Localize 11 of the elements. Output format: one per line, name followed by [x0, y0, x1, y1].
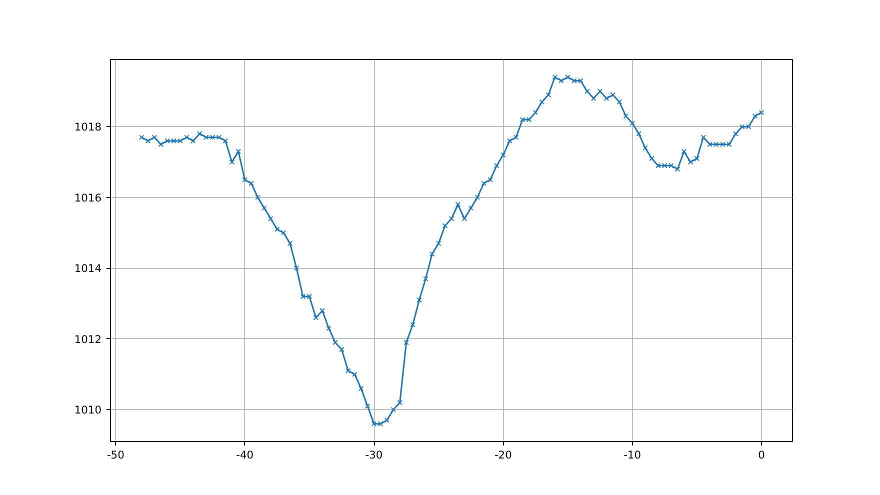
x-tick-label: -50 — [106, 448, 125, 462]
x-tick-label: 0 — [758, 448, 766, 462]
x-tick-label: -10 — [624, 448, 642, 462]
y-tick-label: 1018 — [74, 120, 102, 134]
y-tick-label: 1014 — [74, 262, 102, 276]
y-tick-label: 1012 — [74, 332, 102, 346]
x-tick-label: -30 — [365, 448, 383, 462]
y-tick-label: 1016 — [74, 191, 102, 204]
y-tick-label: 1010 — [74, 404, 102, 417]
x-tick-label: -20 — [494, 448, 512, 462]
x-tick-label: -40 — [236, 448, 254, 462]
